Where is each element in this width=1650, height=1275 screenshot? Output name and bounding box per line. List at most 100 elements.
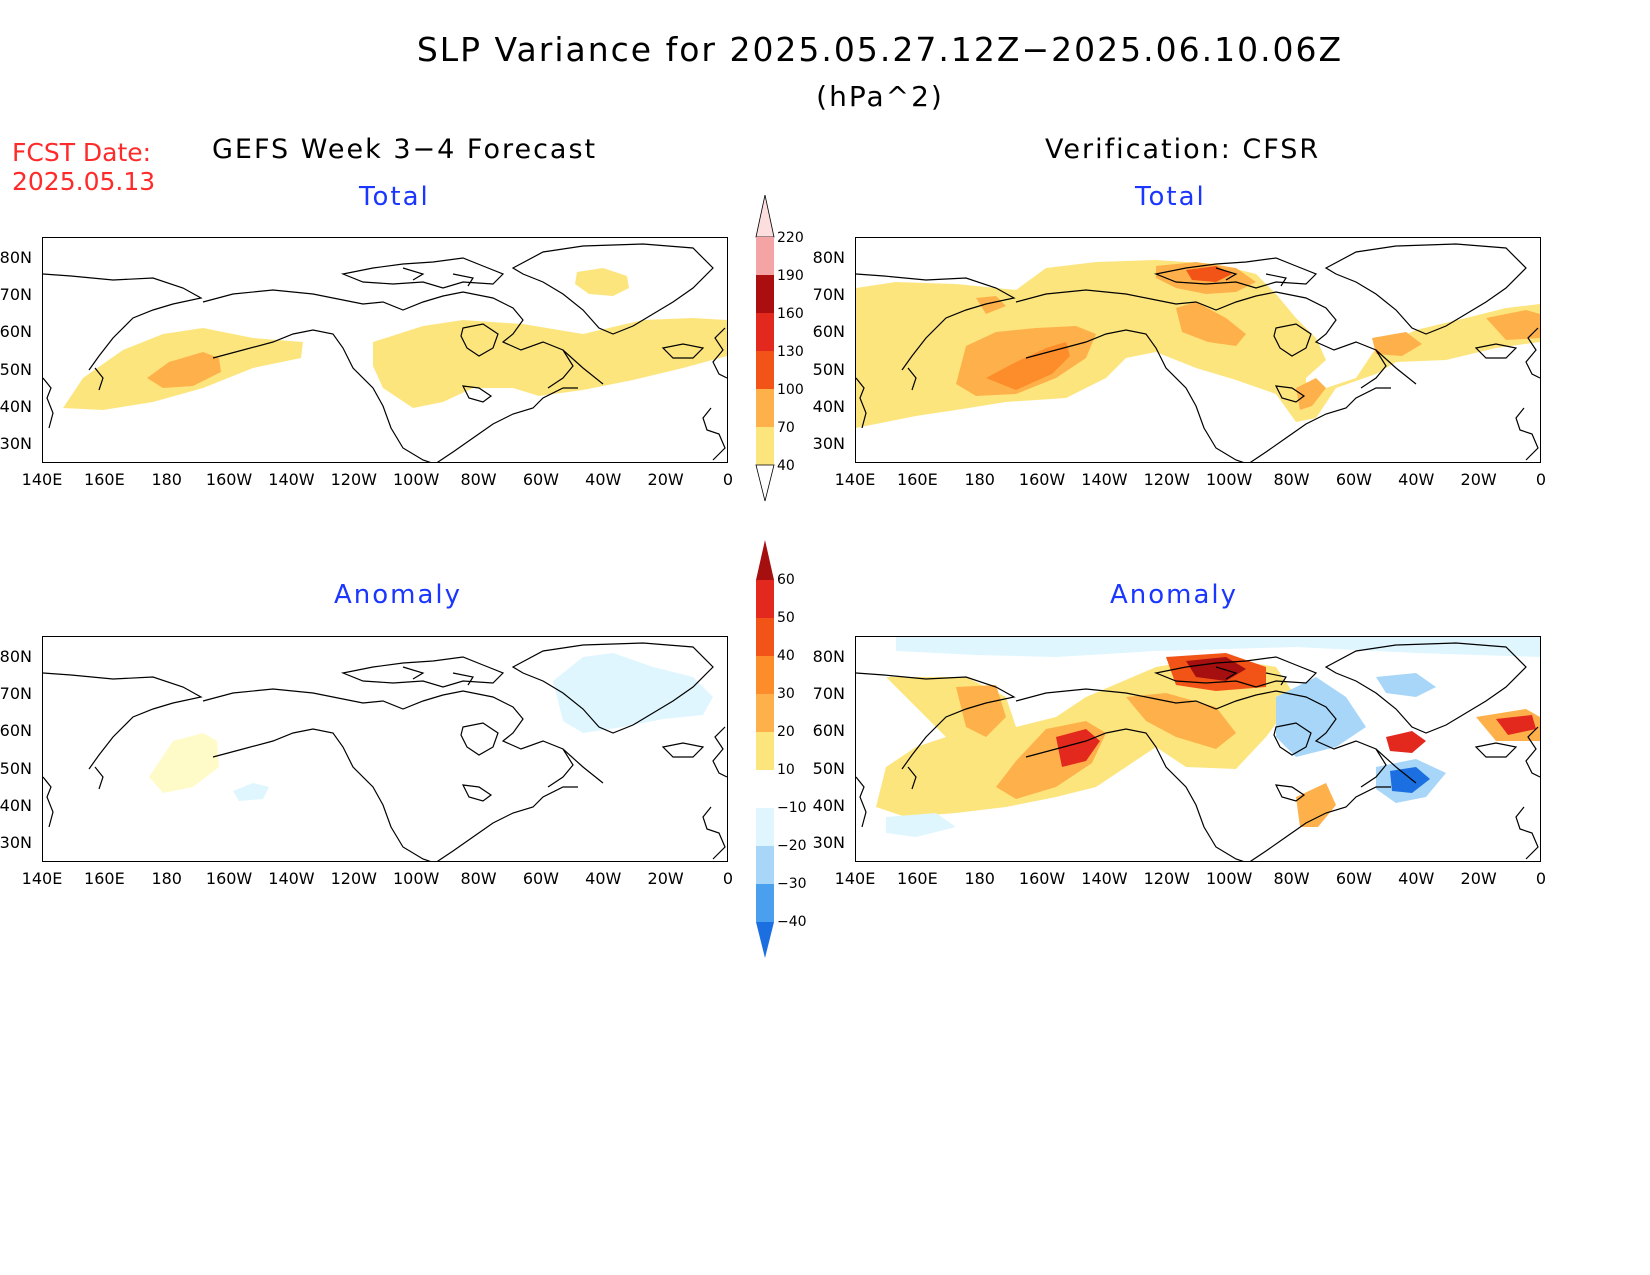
anomaly-colorbar-label: −10 [777,800,807,816]
lon-label: 0 [1535,869,1547,888]
anomaly-colorbar-label: −40 [777,914,807,930]
lon-label: 140E [21,470,63,489]
lat-label: 60N [0,322,32,341]
lon-label: 100W [392,470,440,489]
lon-label: 40W [585,869,622,888]
lon-label: 60W [522,470,559,489]
lon-label: 20W [1460,869,1497,888]
lat-label: 80N [0,248,32,267]
lat-label: 30N [812,833,845,852]
lon-label: 40W [1398,470,1435,489]
anomaly-colorbar [756,540,774,958]
left-column-title: GEFS Week 3−4 Forecast [212,134,598,165]
lat-label: 30N [812,434,845,453]
lat-label: 30N [0,833,32,852]
lat-label: 40N [812,796,845,815]
anomaly-colorbar-label: 30 [777,686,795,702]
forecast-anomaly-title: Anomaly [334,580,463,610]
lat-label: 70N [812,684,845,703]
anomaly-colorbar-label: 50 [777,610,795,626]
lon-label: 180 [964,470,995,489]
forecast-total-title: Total [359,182,430,212]
right-column-title: Verification: CFSR [1045,134,1321,165]
lon-label: 80W [460,869,497,888]
lon-label: 180 [151,470,182,489]
lat-label: 60N [812,721,845,740]
lon-label: 140W [268,869,315,888]
anomaly-colorbar-label: 60 [777,572,795,588]
lon-label: 100W [392,869,440,888]
lon-label: 120W [330,869,377,888]
lat-label: 70N [0,285,32,304]
map-verification-total [855,237,1541,463]
lon-label: 160E [897,470,938,489]
lon-label: 100W [1205,470,1253,489]
anomaly-colorbar-label: 40 [777,648,795,664]
lon-label: 60W [1335,869,1372,888]
lon-label: 80W [1273,869,1310,888]
lon-label: 80W [460,470,497,489]
anomaly-colorbar-label: −30 [777,876,807,892]
total-colorbar-label: 220 [777,230,804,246]
total-colorbar-label: 70 [777,420,795,436]
lon-label: 0 [1535,470,1547,489]
lat-label: 50N [812,759,845,778]
lon-label: 80W [1273,470,1310,489]
lon-label: 20W [647,869,684,888]
lon-label: 140W [1081,470,1128,489]
lat-label: 80N [812,647,845,666]
lon-label: 40W [1398,869,1435,888]
lat-label: 40N [0,796,32,815]
total-colorbar-label: 130 [777,344,804,360]
verification-anomaly-title: Anomaly [1110,580,1239,610]
lon-label: 0 [722,869,734,888]
lon-label: 60W [522,869,559,888]
forecast-date-caption: FCST Date: [12,138,152,167]
lon-label: 180 [151,869,182,888]
lat-label: 70N [812,285,845,304]
forecast-date-label: FCST Date: 2025.05.13 [12,138,155,196]
lon-label: 140E [21,869,63,888]
lat-label: 80N [812,248,845,267]
lon-label: 0 [722,470,734,489]
lon-label: 120W [330,470,377,489]
total-colorbar-label: 160 [777,306,804,322]
lon-label: 120W [1143,869,1190,888]
lon-label: 20W [647,470,684,489]
lat-label: 50N [0,759,32,778]
lon-label: 140E [834,869,876,888]
lon-label: 160W [205,470,253,489]
lon-label: 160W [1018,470,1066,489]
anomaly-colorbar-label: 10 [777,762,795,778]
lat-label: 30N [0,434,32,453]
lon-label: 100W [1205,869,1253,888]
total-colorbar-label: 190 [777,268,804,284]
total-colorbar-label: 40 [777,458,795,474]
lon-label: 140W [268,470,315,489]
lon-label: 160E [84,869,125,888]
total-colorbar-label: 100 [777,382,804,398]
map-forecast-anomaly [42,636,728,862]
anomaly-colorbar-label: 20 [777,724,795,740]
lon-label: 160E [84,470,125,489]
lat-label: 50N [0,360,32,379]
lat-label: 60N [812,322,845,341]
lon-label: 160E [897,869,938,888]
map-forecast-total [42,237,728,463]
lat-label: 50N [812,360,845,379]
lon-label: 40W [585,470,622,489]
forecast-date-value: 2025.05.13 [12,167,156,196]
lat-label: 60N [0,721,32,740]
map-verification-anomaly [855,636,1541,862]
lon-label: 120W [1143,470,1190,489]
figure-title: SLP Variance for 2025.05.27.12Z−2025.06.… [416,30,1344,69]
lat-label: 40N [0,397,32,416]
anomaly-colorbar-label: −20 [777,838,807,854]
verification-total-title: Total [1135,182,1206,212]
lon-label: 160W [205,869,253,888]
lat-label: 70N [0,684,32,703]
units-label: (hPa^2) [816,80,944,113]
total-colorbar [755,195,775,502]
lon-label: 20W [1460,470,1497,489]
lon-label: 140E [834,470,876,489]
